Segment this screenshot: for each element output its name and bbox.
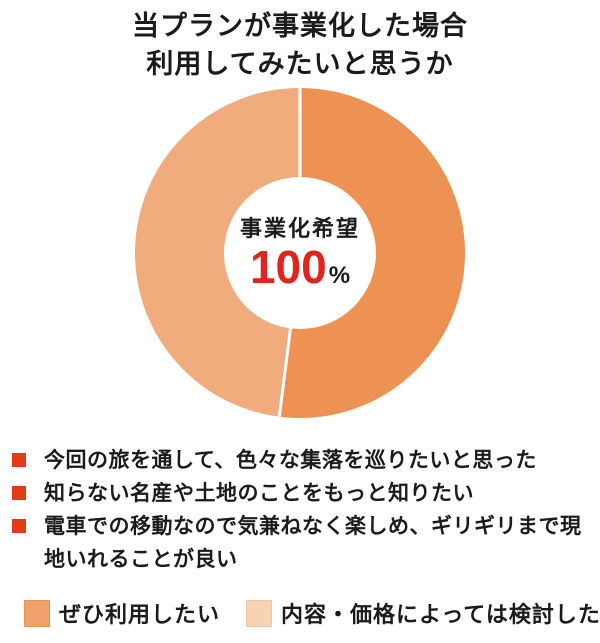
finding-text: 電車での移動なので気兼ねなく楽しめ、ギリギリまで現地いれることが良い: [44, 515, 582, 571]
finding-text: 今回の旅を通して、色々な集落を巡りたいと思った: [44, 449, 537, 472]
donut-slice-1: [135, 88, 300, 417]
finding-item-0: 今回の旅を通して、色々な集落を巡りたいと思った: [12, 444, 582, 477]
legend-item-1: 内容・価格によっては検討したい: [246, 597, 600, 629]
chart-title-line2: 利用してみたいと思うか: [146, 49, 454, 79]
legend-label: ぜひ利用したい: [59, 602, 221, 627]
bullet-square-icon: [12, 519, 26, 533]
donut-chart: [135, 88, 466, 418]
legend-label: 内容・価格によっては検討したい: [281, 602, 600, 627]
chart-legend: ぜひ利用したい 内容・価格によっては検討したい: [0, 597, 600, 629]
donut-chart-area: 事業化希望 100%: [0, 83, 600, 435]
bullet-square-icon: [12, 453, 26, 467]
finding-item-2: 電車での移動なので気兼ねなく楽しめ、ギリギリまで現地いれることが良い: [12, 510, 582, 576]
bullet-square-icon: [12, 486, 26, 500]
legend-item-0: ぜひ利用したい: [24, 597, 220, 629]
findings-list: 今回の旅を通して、色々な集落を巡りたいと思った 知らない名産や土地のことをもっと知…: [0, 444, 600, 576]
legend-swatch-icon: [246, 599, 273, 627]
donut-hole: [224, 177, 376, 329]
finding-text: 知らない名産や土地のことをもっと知りたい: [44, 482, 474, 505]
finding-item-1: 知らない名産や土地のことをもっと知りたい: [12, 477, 582, 510]
legend-swatch-icon: [24, 599, 50, 627]
chart-title-line1: 当プランが事業化した場合: [132, 11, 468, 41]
chart-title: 当プランが事業化した場合 利用してみたいと思うか: [0, 0, 600, 83]
